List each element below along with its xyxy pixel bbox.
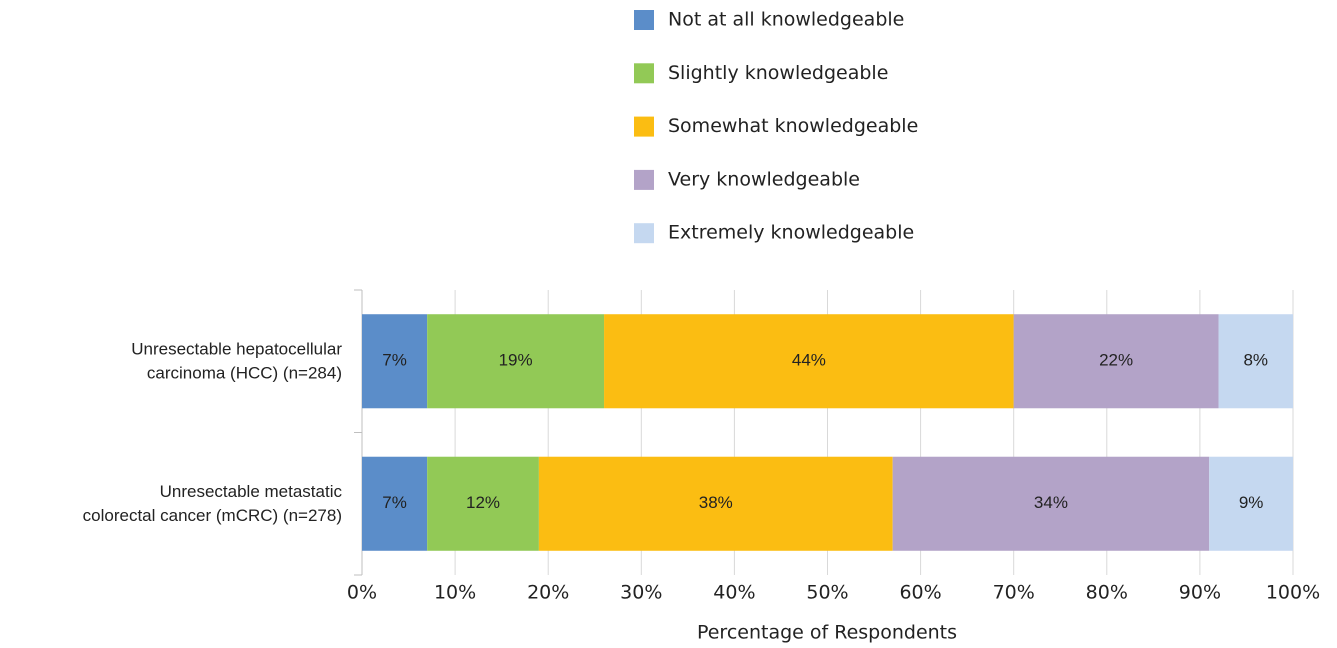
legend-swatch [634,10,654,30]
x-tick-label: 30% [620,582,662,604]
y-tick-label: carcinoma (HCC) (n=284) [147,364,342,383]
legend-label: Slightly knowledgeable [668,62,888,84]
legend-swatch [634,116,654,137]
legend-label: Not at all knowledgeable [668,9,904,31]
y-tick-label: Unresectable metastatic [160,482,343,501]
x-tick-label: 70% [993,582,1035,604]
legend-swatch [634,223,654,244]
legend-label: Somewhat knowledgeable [668,115,918,137]
value-label: 34% [1034,493,1068,512]
value-label: 8% [1243,351,1268,370]
value-label: 38% [699,493,733,512]
x-tick-label: 100% [1266,582,1320,604]
value-label: 7% [382,351,407,370]
legend-label: Extremely knowledgeable [668,222,914,244]
value-label: 7% [382,493,407,512]
bar-segment [538,456,893,551]
legend-swatch [634,63,654,84]
x-tick-label: 80% [1086,582,1128,604]
value-label: 44% [792,351,826,370]
legend-swatch [634,169,654,190]
x-tick-label: 40% [713,582,755,604]
bar-segment [362,456,428,551]
x-tick-label: 50% [806,582,848,604]
x-tick-label: 90% [1179,582,1221,604]
y-tick-label: Unresectable hepatocellular [131,340,342,359]
bar-segment [1209,456,1293,551]
x-tick-label: 10% [434,582,476,604]
y-tick-label: colorectal cancer (mCRC) (n=278) [83,506,342,525]
value-label: 22% [1099,351,1133,370]
x-tick-label: 20% [527,582,569,604]
x-axis-label: Percentage of Respondents [697,622,957,644]
value-label: 19% [499,351,533,370]
value-label: 9% [1239,493,1264,512]
x-tick-label: 60% [899,582,941,604]
bar-segment [427,456,539,551]
x-tick-label: 0% [347,582,377,604]
bar-segment [1013,314,1219,409]
bar-segment [1218,314,1293,409]
bar-segment [892,456,1210,551]
legend-label: Very knowledgeable [668,168,860,190]
bar-segment [427,314,605,409]
value-label: 12% [466,493,500,512]
bar-segment [362,314,428,409]
bar-segment [604,314,1014,409]
